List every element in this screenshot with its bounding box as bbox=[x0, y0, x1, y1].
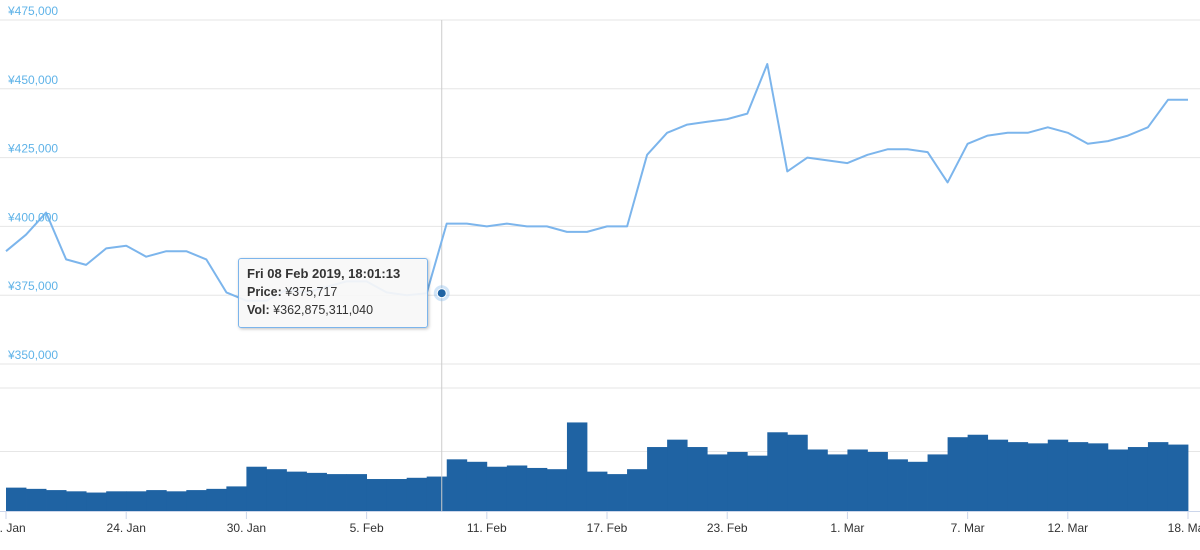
volume-bar bbox=[86, 492, 107, 511]
hover-marker[interactable] bbox=[433, 285, 450, 302]
volume-bar bbox=[1027, 443, 1049, 511]
x-tick-label: 18. Jan bbox=[0, 521, 26, 535]
volume-bar bbox=[426, 476, 448, 511]
x-tick-label: 18. Mar bbox=[1168, 521, 1200, 535]
volume-bar bbox=[486, 466, 508, 511]
volume-bar bbox=[667, 439, 688, 511]
volume-bar bbox=[967, 434, 989, 511]
tooltip-date: Fri 08 Feb 2019, 18:01:13 bbox=[247, 266, 401, 281]
tooltip-price-label: Price: bbox=[247, 285, 282, 299]
volume-bar bbox=[6, 487, 27, 511]
tooltip-vol-row: Vol: ¥362,875,311,040 bbox=[247, 301, 419, 319]
volume-bar bbox=[566, 422, 588, 511]
volume-bar bbox=[647, 447, 668, 511]
tooltip-vol-label: Vol: bbox=[247, 303, 270, 317]
volume-bar bbox=[607, 474, 628, 511]
tooltip-price-value: ¥375,717 bbox=[285, 285, 338, 299]
volume-area bbox=[6, 422, 1189, 511]
y-tick-label: ¥375,000 bbox=[7, 279, 58, 293]
price-grid bbox=[0, 19, 1200, 452]
volume-bar bbox=[206, 488, 227, 511]
volume-bar bbox=[847, 449, 868, 511]
y-tick-label: ¥425,000 bbox=[7, 142, 58, 156]
volume-bar bbox=[246, 466, 267, 511]
volume-bar bbox=[186, 490, 207, 511]
volume-bar bbox=[887, 459, 908, 511]
volume-bar bbox=[286, 471, 307, 511]
volume-bar bbox=[586, 471, 608, 511]
volume-bar bbox=[166, 491, 187, 511]
volume-bar bbox=[126, 491, 147, 511]
volume-bar bbox=[346, 474, 368, 511]
volume-bar bbox=[1067, 442, 1089, 511]
x-tick-label: 12. Mar bbox=[1047, 521, 1088, 535]
volume-bar bbox=[987, 439, 1009, 511]
x-tick-label: 11. Feb bbox=[467, 521, 507, 535]
x-tick-label: 17. Feb bbox=[587, 521, 628, 535]
volume-bar bbox=[627, 469, 648, 511]
volume-bar bbox=[366, 479, 388, 511]
volume-bar bbox=[1087, 443, 1109, 511]
x-tick-label: 7. Mar bbox=[951, 521, 985, 535]
volume-bar bbox=[1007, 442, 1029, 511]
volume-bar bbox=[867, 451, 888, 511]
tooltip-price-row: Price: ¥375,717 bbox=[247, 283, 419, 301]
volume-bar bbox=[827, 454, 848, 511]
volume-bar bbox=[266, 469, 287, 511]
volume-bar bbox=[106, 491, 127, 511]
y-tick-label: ¥350,000 bbox=[7, 348, 58, 362]
price-line-group bbox=[5, 63, 1188, 302]
volume-bar bbox=[1127, 447, 1149, 511]
volume-bar bbox=[26, 488, 47, 511]
tooltip: Fri 08 Feb 2019, 18:01:13 Price: ¥375,71… bbox=[238, 258, 428, 328]
x-tick-label: 5. Feb bbox=[350, 521, 384, 535]
x-tick-label: 23. Feb bbox=[707, 521, 748, 535]
volume-bar bbox=[907, 461, 928, 511]
volume-bar bbox=[546, 469, 568, 511]
volume-bar bbox=[1107, 449, 1129, 511]
volume-bar bbox=[927, 454, 948, 511]
volume-bar bbox=[526, 467, 548, 511]
volume-bar bbox=[146, 490, 167, 511]
y-tick-label: ¥400,000 bbox=[7, 210, 58, 224]
volume-bar bbox=[807, 449, 828, 511]
volume-bar bbox=[66, 491, 87, 511]
volume-bar bbox=[386, 479, 408, 511]
tooltip-vol-value: ¥362,875,311,040 bbox=[273, 303, 374, 317]
volume-bar bbox=[947, 437, 969, 511]
x-tick-label: 30. Jan bbox=[227, 521, 266, 535]
volume-bar bbox=[747, 455, 768, 511]
volume-bar bbox=[1147, 442, 1169, 511]
y-tick-label: ¥475,000 bbox=[7, 4, 58, 18]
volume-bar bbox=[446, 459, 468, 511]
y-tick-label: ¥450,000 bbox=[7, 73, 58, 87]
volume-bar bbox=[1167, 444, 1189, 511]
volume-bar bbox=[687, 447, 708, 511]
volume-bar bbox=[306, 472, 327, 511]
x-tick-label: 24. Jan bbox=[107, 521, 146, 535]
volume-bar bbox=[326, 474, 347, 511]
volume-bar bbox=[707, 454, 728, 511]
volume-bar bbox=[727, 451, 748, 511]
price-line bbox=[5, 63, 1188, 302]
volume-bar bbox=[46, 490, 67, 511]
volume-bar bbox=[226, 486, 247, 511]
volume-bar bbox=[506, 465, 528, 511]
volume-bar bbox=[787, 434, 808, 511]
volume-bar bbox=[466, 461, 488, 511]
y-axis-labels: ¥350,000 ¥375,000 ¥400,000 ¥425,000 ¥450,000… bbox=[7, 4, 58, 362]
hover-point[interactable] bbox=[436, 288, 447, 299]
volume-bar bbox=[767, 432, 788, 511]
volume-bar bbox=[406, 477, 428, 511]
x-axis-labels: 18. Jan 24. Jan 30. Jan 5. Feb 11. Feb 17. Fe… bbox=[0, 511, 1200, 535]
volume-bar bbox=[1047, 439, 1069, 511]
x-tick-label: 1. Mar bbox=[830, 521, 864, 535]
